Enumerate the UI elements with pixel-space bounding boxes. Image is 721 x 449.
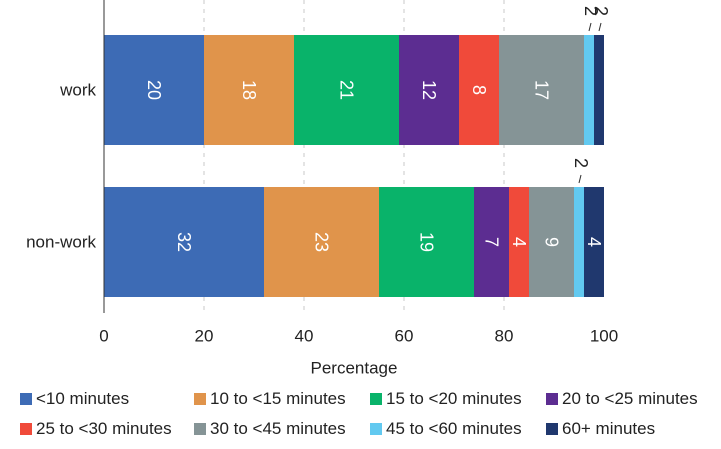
bar-value-label: 17 xyxy=(532,80,552,100)
bar-value-label: 2 xyxy=(571,158,591,168)
bar-value-label: 23 xyxy=(312,232,332,252)
x-tick-label: 40 xyxy=(295,327,314,346)
bar-segment xyxy=(509,187,529,297)
category-label: non-work xyxy=(26,233,96,252)
category-label: work xyxy=(59,81,96,100)
label-leader xyxy=(598,22,602,32)
gridlines xyxy=(203,0,505,313)
x-axis-title: Percentage xyxy=(311,359,398,378)
bar-segment xyxy=(499,35,584,145)
bar-segment xyxy=(399,35,459,145)
bar-value-label: 32 xyxy=(174,232,194,252)
bar-segment xyxy=(104,35,204,145)
bar-segment xyxy=(594,35,604,145)
label-leader xyxy=(588,22,592,32)
bar-segment xyxy=(379,187,474,297)
bar-segment xyxy=(104,187,264,297)
bar-segment xyxy=(474,187,509,297)
bar-value-label: 8 xyxy=(469,85,489,95)
bar-value-label: 2 xyxy=(591,6,611,16)
bar-value-label: 12 xyxy=(419,80,439,100)
bars xyxy=(104,35,604,297)
bar-segment xyxy=(264,187,379,297)
x-tick-label: 80 xyxy=(495,327,514,346)
bar-segment xyxy=(204,35,294,145)
x-tick-label: 20 xyxy=(195,327,214,346)
bar-value-label: 4 xyxy=(509,237,529,247)
bar-segment xyxy=(459,35,499,145)
label-leader xyxy=(578,174,582,184)
bar-segment xyxy=(574,187,584,297)
bar-value-label: 7 xyxy=(482,237,502,247)
bar-segment xyxy=(529,187,574,297)
bar-value-label: 20 xyxy=(144,80,164,100)
bar-segment xyxy=(584,35,594,145)
bar-value-label: 19 xyxy=(417,232,437,252)
bar-segment xyxy=(584,187,604,297)
x-tick-label: 100 xyxy=(590,327,618,346)
bar-value-label: 2 xyxy=(581,6,601,16)
bar-value-label: 9 xyxy=(542,237,562,247)
bar-value-label: 4 xyxy=(584,237,604,247)
x-tick-label: 0 xyxy=(99,327,108,346)
bar-value-label: 21 xyxy=(337,80,357,100)
axes: work non-work 0 20 40 60 80 100 Percentage xyxy=(26,0,618,378)
x-tick-label: 60 xyxy=(395,327,414,346)
bar-value-label: 18 xyxy=(239,80,259,100)
bar-segment xyxy=(294,35,399,145)
